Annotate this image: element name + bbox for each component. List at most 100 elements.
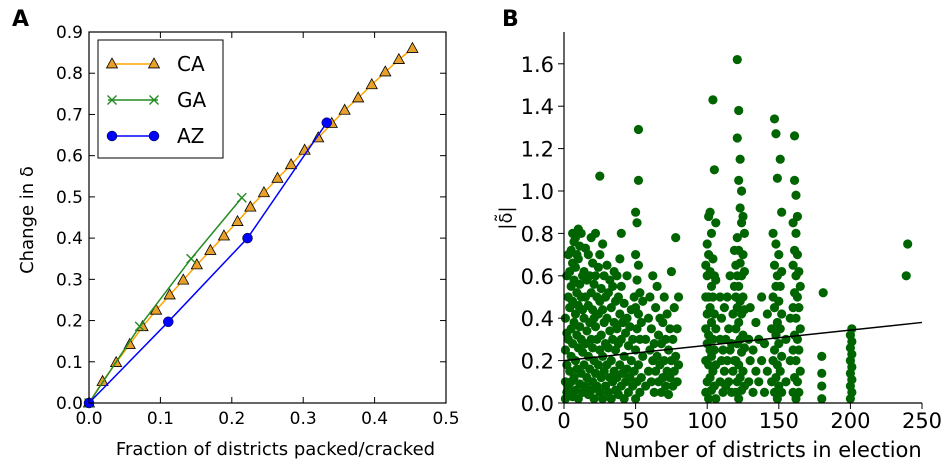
scatter-point-419 bbox=[795, 366, 805, 376]
scatter-point-174 bbox=[632, 275, 642, 285]
scatter-point-283 bbox=[719, 303, 729, 313]
scatter-point-437 bbox=[847, 336, 857, 347]
scatter-point-211 bbox=[658, 317, 668, 328]
scatter-point-378 bbox=[774, 296, 784, 306]
scatter-point-418 bbox=[794, 266, 804, 277]
scatter-point-413 bbox=[792, 250, 803, 260]
scatter-point-183 bbox=[635, 288, 645, 298]
data-point-ca-23 bbox=[392, 52, 406, 64]
scatter-point-117 bbox=[603, 343, 613, 353]
scatter-point-287 bbox=[722, 292, 732, 302]
scatter-point-416 bbox=[794, 345, 804, 355]
scatter-point-142 bbox=[615, 254, 625, 264]
scatter-point-191 bbox=[643, 313, 654, 323]
scatter-point-351 bbox=[757, 292, 767, 302]
scatter-point-274 bbox=[711, 218, 721, 228]
scatter-point-270 bbox=[711, 394, 721, 404]
scatter-point-309 bbox=[732, 133, 742, 143]
y-tick-label-b: 0.4 bbox=[521, 307, 554, 331]
scatter-point-81 bbox=[589, 394, 599, 404]
data-point-ca-10 bbox=[217, 229, 231, 241]
scatter-point-308 bbox=[732, 233, 742, 243]
scatter-point-338 bbox=[739, 266, 750, 277]
scatter-point-422 bbox=[817, 394, 827, 404]
scatter-point-136 bbox=[612, 271, 622, 281]
x-axis-label-a: Fraction of districts packed/cracked bbox=[116, 439, 435, 460]
scatter-point-340 bbox=[744, 377, 754, 387]
scatter-point-435 bbox=[847, 362, 857, 372]
y-tick-label-b: 1.6 bbox=[521, 53, 554, 77]
scatter-point-396 bbox=[788, 260, 798, 270]
scatter-point-412 bbox=[792, 292, 803, 302]
scatter-point-202 bbox=[652, 351, 662, 361]
scatter-point-228 bbox=[671, 351, 681, 361]
data-point-ca-21 bbox=[365, 78, 378, 90]
scatter-point-181 bbox=[635, 387, 645, 397]
data-point-ca-8 bbox=[190, 258, 203, 270]
scatter-point-339 bbox=[739, 228, 750, 238]
scatter-point-33 bbox=[570, 262, 581, 272]
scatter-point-179 bbox=[633, 175, 644, 185]
data-point-az-2 bbox=[242, 232, 253, 244]
scatter-point-120 bbox=[605, 326, 615, 336]
panel-b-letter: B bbox=[502, 7, 519, 32]
scatter-point-402 bbox=[789, 175, 800, 185]
scatter-point-289 bbox=[724, 324, 734, 334]
x-tick-label-b: 200 bbox=[830, 409, 870, 433]
scatter-point-127 bbox=[608, 281, 618, 291]
scatter-point-414 bbox=[792, 211, 803, 222]
scatter-point-352 bbox=[759, 387, 770, 397]
scatter-point-370 bbox=[771, 129, 781, 139]
scatter-point-178 bbox=[633, 260, 644, 270]
scatter-point-195 bbox=[646, 324, 656, 334]
scatter-point-231 bbox=[672, 324, 682, 334]
scatter-point-155 bbox=[622, 313, 632, 323]
scatter-point-310 bbox=[732, 54, 742, 65]
scatter-point-277 bbox=[715, 292, 725, 302]
y-tick-label-b: 1.0 bbox=[521, 180, 554, 204]
scatter-point-214 bbox=[661, 381, 671, 391]
scatter-point-317 bbox=[734, 105, 744, 116]
data-point-ca-12 bbox=[244, 200, 257, 212]
x-tick-label-a: 0.0 bbox=[75, 409, 102, 429]
scatter-point-225 bbox=[668, 334, 678, 344]
scatter-point-383 bbox=[775, 154, 785, 164]
scatter-point-344 bbox=[748, 387, 758, 397]
legend-marker-ca bbox=[147, 57, 161, 69]
panel-b-marks bbox=[560, 54, 923, 404]
scatter-point-281 bbox=[718, 345, 728, 355]
data-point-ca-22 bbox=[379, 65, 392, 77]
scatter-point-161 bbox=[626, 356, 636, 366]
scatter-point-426 bbox=[818, 288, 828, 298]
y-axis-label-a: Change in δ bbox=[17, 166, 38, 274]
scatter-point-103 bbox=[598, 394, 608, 404]
legend-label-ga: GA bbox=[177, 88, 206, 112]
scatter-point-269 bbox=[709, 165, 719, 175]
scatter-point-135 bbox=[612, 324, 622, 334]
y-tick-label-b: 1.4 bbox=[521, 95, 554, 119]
scatter-point-323 bbox=[735, 154, 745, 164]
scatter-point-375 bbox=[772, 173, 782, 183]
x-tick-label-b: 150 bbox=[759, 409, 799, 433]
scatter-point-175 bbox=[632, 218, 642, 228]
scatter-point-313 bbox=[734, 317, 744, 328]
scatter-point-350 bbox=[757, 356, 767, 366]
y-tick-label-a: 0.5 bbox=[56, 188, 83, 208]
legend-marker-az bbox=[148, 130, 160, 142]
scatter-point-187 bbox=[638, 296, 648, 306]
scatter-point-101 bbox=[596, 330, 606, 340]
y-tick-label-a: 0.8 bbox=[56, 64, 83, 84]
scatter-point-203 bbox=[652, 281, 662, 291]
scatter-point-145 bbox=[616, 281, 626, 291]
scatter-point-227 bbox=[669, 303, 679, 313]
scatter-point-26 bbox=[569, 372, 579, 383]
scatter-point-171 bbox=[631, 207, 641, 217]
scatter-point-364 bbox=[769, 260, 780, 270]
scatter-point-346 bbox=[751, 366, 761, 376]
scatter-point-345 bbox=[748, 345, 758, 355]
scatter-point-221 bbox=[665, 324, 675, 334]
scatter-point-140 bbox=[615, 360, 625, 370]
scatter-point-180 bbox=[633, 124, 644, 135]
legend-label-az: AZ bbox=[177, 124, 204, 148]
